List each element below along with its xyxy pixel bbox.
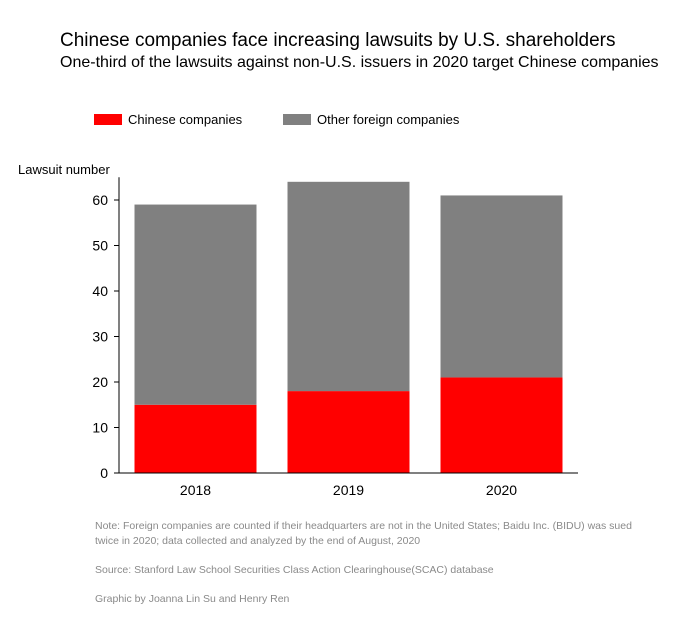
chart-notes: Note: Foreign companies are counted if t… [95,519,635,621]
legend-label-chinese: Chinese companies [128,112,243,127]
bar-chinese-2020 [440,377,563,473]
y-tick-label-30: 30 [92,329,108,345]
bar-chinese-2019 [287,391,410,473]
chart-title: Chinese companies face increasing lawsui… [60,30,616,51]
credit-text: Graphic by Joanna Lin Su and Henry Ren [95,593,290,605]
y-tick-label-60: 60 [92,192,108,208]
bar-other-2020 [440,195,563,378]
x-tick-label-2019: 2019 [333,482,364,498]
y-tick-label-20: 20 [92,374,108,390]
source-text: Source: Stanford Law School Securities C… [95,564,494,576]
y-axis-label: Lawsuit number [18,162,110,177]
legend-item-other: Other foreign companies [283,112,459,127]
legend-swatch-other [283,114,311,125]
bar-chinese-2018 [134,404,257,473]
bar-other-2019 [287,181,410,392]
legend-swatch-chinese [94,114,122,125]
legend-label-other: Other foreign companies [317,112,460,127]
x-tick-label-2018: 2018 [180,482,211,498]
y-tick-label-40: 40 [92,283,108,299]
x-tick-label-2020: 2020 [486,482,517,498]
legend-item-chinese: Chinese companies [94,112,242,127]
chart-subtitle: One-third of the lawsuits against non-U.… [60,54,659,71]
bar-other-2018 [134,204,257,405]
y-tick-label-10: 10 [92,420,108,436]
y-tick-label-0: 0 [100,465,108,481]
note-text: Note: Foreign companies are counted if t… [95,520,632,547]
y-tick-label-50: 50 [92,238,108,254]
